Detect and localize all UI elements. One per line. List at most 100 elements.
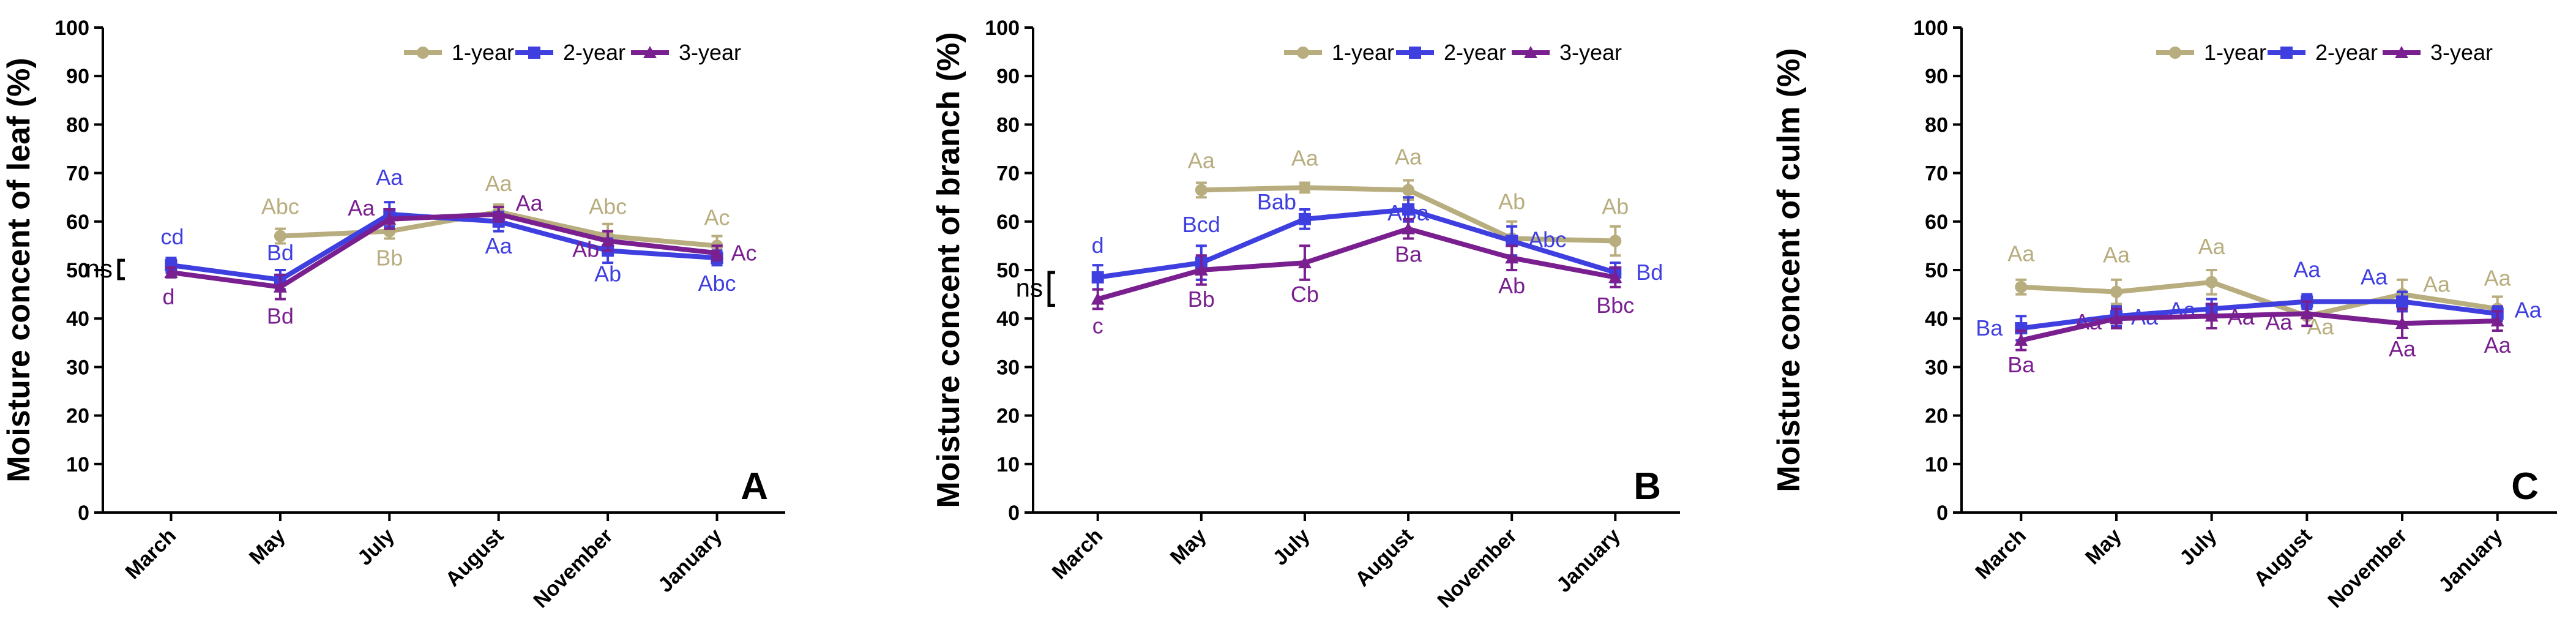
x-tick-label: January bbox=[1552, 524, 1625, 597]
y-tick-label: 50 bbox=[996, 259, 1020, 282]
x-tick-label: January bbox=[2434, 524, 2507, 597]
significance-label: Ab bbox=[572, 236, 599, 261]
legend-item-3-year: 3-year bbox=[2383, 40, 2493, 65]
y-tick-label: 60 bbox=[1925, 211, 1948, 234]
significance-label: Abc bbox=[698, 271, 736, 296]
data-point bbox=[710, 246, 724, 259]
data-point bbox=[2110, 285, 2122, 298]
significance-label: Aa bbox=[2228, 304, 2255, 329]
data-point bbox=[1195, 184, 1208, 197]
x-tick-label: November bbox=[529, 524, 617, 612]
data-point bbox=[1402, 222, 1416, 235]
series-line bbox=[2020, 299, 2498, 331]
legend-label: 3-year bbox=[2430, 40, 2493, 65]
series-line bbox=[1097, 207, 1616, 280]
significance-label: Cb bbox=[1291, 282, 1319, 307]
series-line bbox=[2020, 311, 2498, 343]
x-tick-label: May bbox=[2081, 524, 2126, 569]
panel-label: C bbox=[2511, 465, 2539, 508]
x-tick-label: May bbox=[1166, 524, 1211, 569]
x-tick-label: November bbox=[2323, 524, 2411, 612]
series-line bbox=[1097, 226, 1616, 302]
chart-panel-A: 0 10 20 30 40 50 60 70 80 90 100 March May July August… bbox=[1, 17, 785, 612]
y-tick-label: 20 bbox=[1925, 405, 1948, 428]
data-point bbox=[2015, 280, 2028, 293]
data-point bbox=[1505, 251, 1519, 264]
y-tick-label: 0 bbox=[1008, 502, 1020, 525]
significance-label: Ba bbox=[1976, 315, 2003, 340]
data-point bbox=[1402, 184, 1415, 197]
data-point bbox=[1298, 212, 1311, 225]
legend-marker bbox=[1524, 46, 1537, 58]
significance-label: Ab bbox=[1498, 273, 1525, 298]
legend-marker bbox=[1297, 47, 1309, 59]
series-line bbox=[2021, 279, 2498, 319]
significance-label: Ac bbox=[704, 205, 730, 230]
significance-label: Bd bbox=[267, 304, 294, 329]
significance-label: d bbox=[1092, 233, 1104, 258]
legend-marker bbox=[643, 46, 657, 58]
significance-label: Bd bbox=[267, 240, 294, 265]
significance-label: Aa bbox=[376, 165, 403, 190]
ns-bracket bbox=[1047, 271, 1055, 307]
x-tick-label: July bbox=[2175, 524, 2221, 570]
significance-label: Aa bbox=[348, 195, 375, 220]
ns-bracket bbox=[117, 258, 125, 280]
significance-label: Aa bbox=[2423, 272, 2451, 297]
x-tick-label: November bbox=[1433, 524, 1521, 612]
data-point bbox=[1091, 271, 1104, 284]
y-tick-label: 100 bbox=[1913, 17, 1948, 40]
y-tick-label: 40 bbox=[1925, 307, 1948, 331]
y-axis-title: Moisture concent of culm (%) bbox=[1771, 48, 1807, 492]
x-tick-label: July bbox=[353, 524, 399, 570]
significance-label: Bb bbox=[1188, 287, 1215, 312]
legend-marker bbox=[2395, 46, 2408, 58]
data-point bbox=[383, 212, 397, 225]
legend-marker bbox=[528, 47, 540, 59]
y-tick-label: 10 bbox=[1925, 453, 1948, 476]
data-point bbox=[1506, 235, 1518, 247]
legend-label: 1-year bbox=[1332, 40, 1394, 65]
data-point bbox=[1609, 235, 1622, 247]
x-tick-label: August bbox=[441, 524, 509, 592]
significance-label: Ab bbox=[1602, 194, 1629, 219]
y-tick-label: 70 bbox=[66, 162, 89, 186]
legend-item-2-year: 2-year bbox=[2268, 40, 2378, 65]
series-1-year: Aa Aa Aa Ab Ab bbox=[1188, 144, 1629, 257]
y-tick-label: 60 bbox=[66, 211, 89, 234]
y-tick-label: 80 bbox=[66, 113, 89, 137]
significance-label: Aa bbox=[1291, 145, 1319, 170]
significance-label: Aa bbox=[2265, 309, 2293, 334]
legend-item-1-year: 1-year bbox=[2156, 40, 2266, 65]
y-tick-label: 50 bbox=[1925, 259, 1948, 282]
data-point bbox=[2205, 309, 2219, 322]
y-tick-label: 100 bbox=[54, 17, 89, 40]
x-tick-label: May bbox=[245, 524, 290, 569]
x-tick-label: August bbox=[2249, 524, 2317, 592]
data-point bbox=[1194, 263, 1208, 276]
legend-item-2-year: 2-year bbox=[1396, 40, 1506, 65]
x-tick-label: March bbox=[1971, 524, 2031, 584]
y-tick-label: 30 bbox=[996, 356, 1020, 379]
legend-marker bbox=[417, 47, 429, 59]
significance-label: Aa bbox=[516, 190, 543, 216]
series-line bbox=[170, 211, 717, 290]
significance-label: Bb bbox=[376, 246, 403, 271]
significance-label: cd bbox=[160, 224, 184, 249]
legend-label: 3-year bbox=[679, 40, 741, 65]
significance-label: Ab bbox=[1498, 189, 1525, 214]
significance-label: Ac bbox=[731, 240, 756, 265]
significance-label: Bd bbox=[1636, 260, 1663, 285]
significance-label: Abc bbox=[261, 194, 299, 219]
data-point bbox=[2014, 333, 2028, 346]
chart-panel-B: 0 10 20 30 40 50 60 70 80 90 100 March May July August… bbox=[931, 17, 1680, 612]
y-tick-label: 100 bbox=[985, 17, 1020, 40]
significance-label: Aa bbox=[2075, 309, 2102, 334]
x-tick-label: August bbox=[1351, 524, 1418, 592]
significance-label: Aa bbox=[2484, 265, 2512, 290]
data-point bbox=[491, 207, 506, 220]
data-point bbox=[273, 280, 287, 293]
legend-item-3-year: 3-year bbox=[1512, 40, 1622, 65]
